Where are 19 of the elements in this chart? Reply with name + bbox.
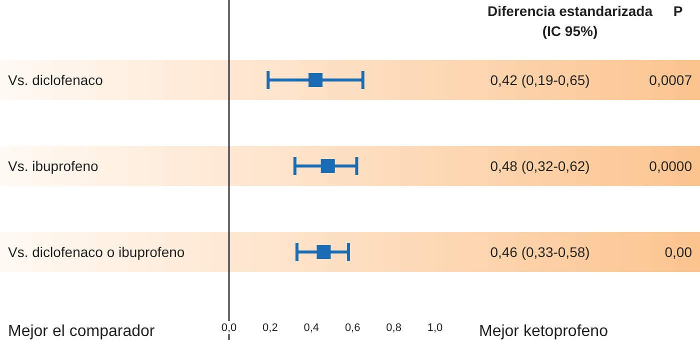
y-tick-label: Vs. diclofenaco [8, 72, 104, 88]
x-tick-label: 0,0 [221, 322, 237, 334]
text: 0,00 [664, 244, 692, 260]
x-tick-label: 0,8 [386, 322, 402, 334]
data-label: 0,42 (0,19-0,65) [490, 72, 590, 88]
text: P [673, 3, 683, 19]
data-label: 0,48 (0,32-0,62) [490, 158, 590, 174]
x-axis-title: Mejor ketoprofeno [479, 323, 608, 340]
x-tick-label: 1,0 [427, 322, 443, 334]
x-tick-label: 0,2 [262, 322, 278, 334]
text: 0,0007 [649, 72, 692, 88]
y-tick-label: Vs. ibuprofeno [8, 158, 98, 174]
data-label: 0,46 (0,33-0,58) [490, 244, 590, 260]
x-tick-label: 0,4 [304, 322, 320, 334]
x-tick-label: 0,6 [344, 322, 360, 334]
text: Mejor el comparador [8, 323, 156, 340]
text: 0,0000 [649, 158, 692, 174]
text: Diferencia estandarizada (IC 95%) [488, 3, 653, 39]
y-tick-label: Vs. diclofenaco o ibuprofeno [8, 244, 185, 260]
